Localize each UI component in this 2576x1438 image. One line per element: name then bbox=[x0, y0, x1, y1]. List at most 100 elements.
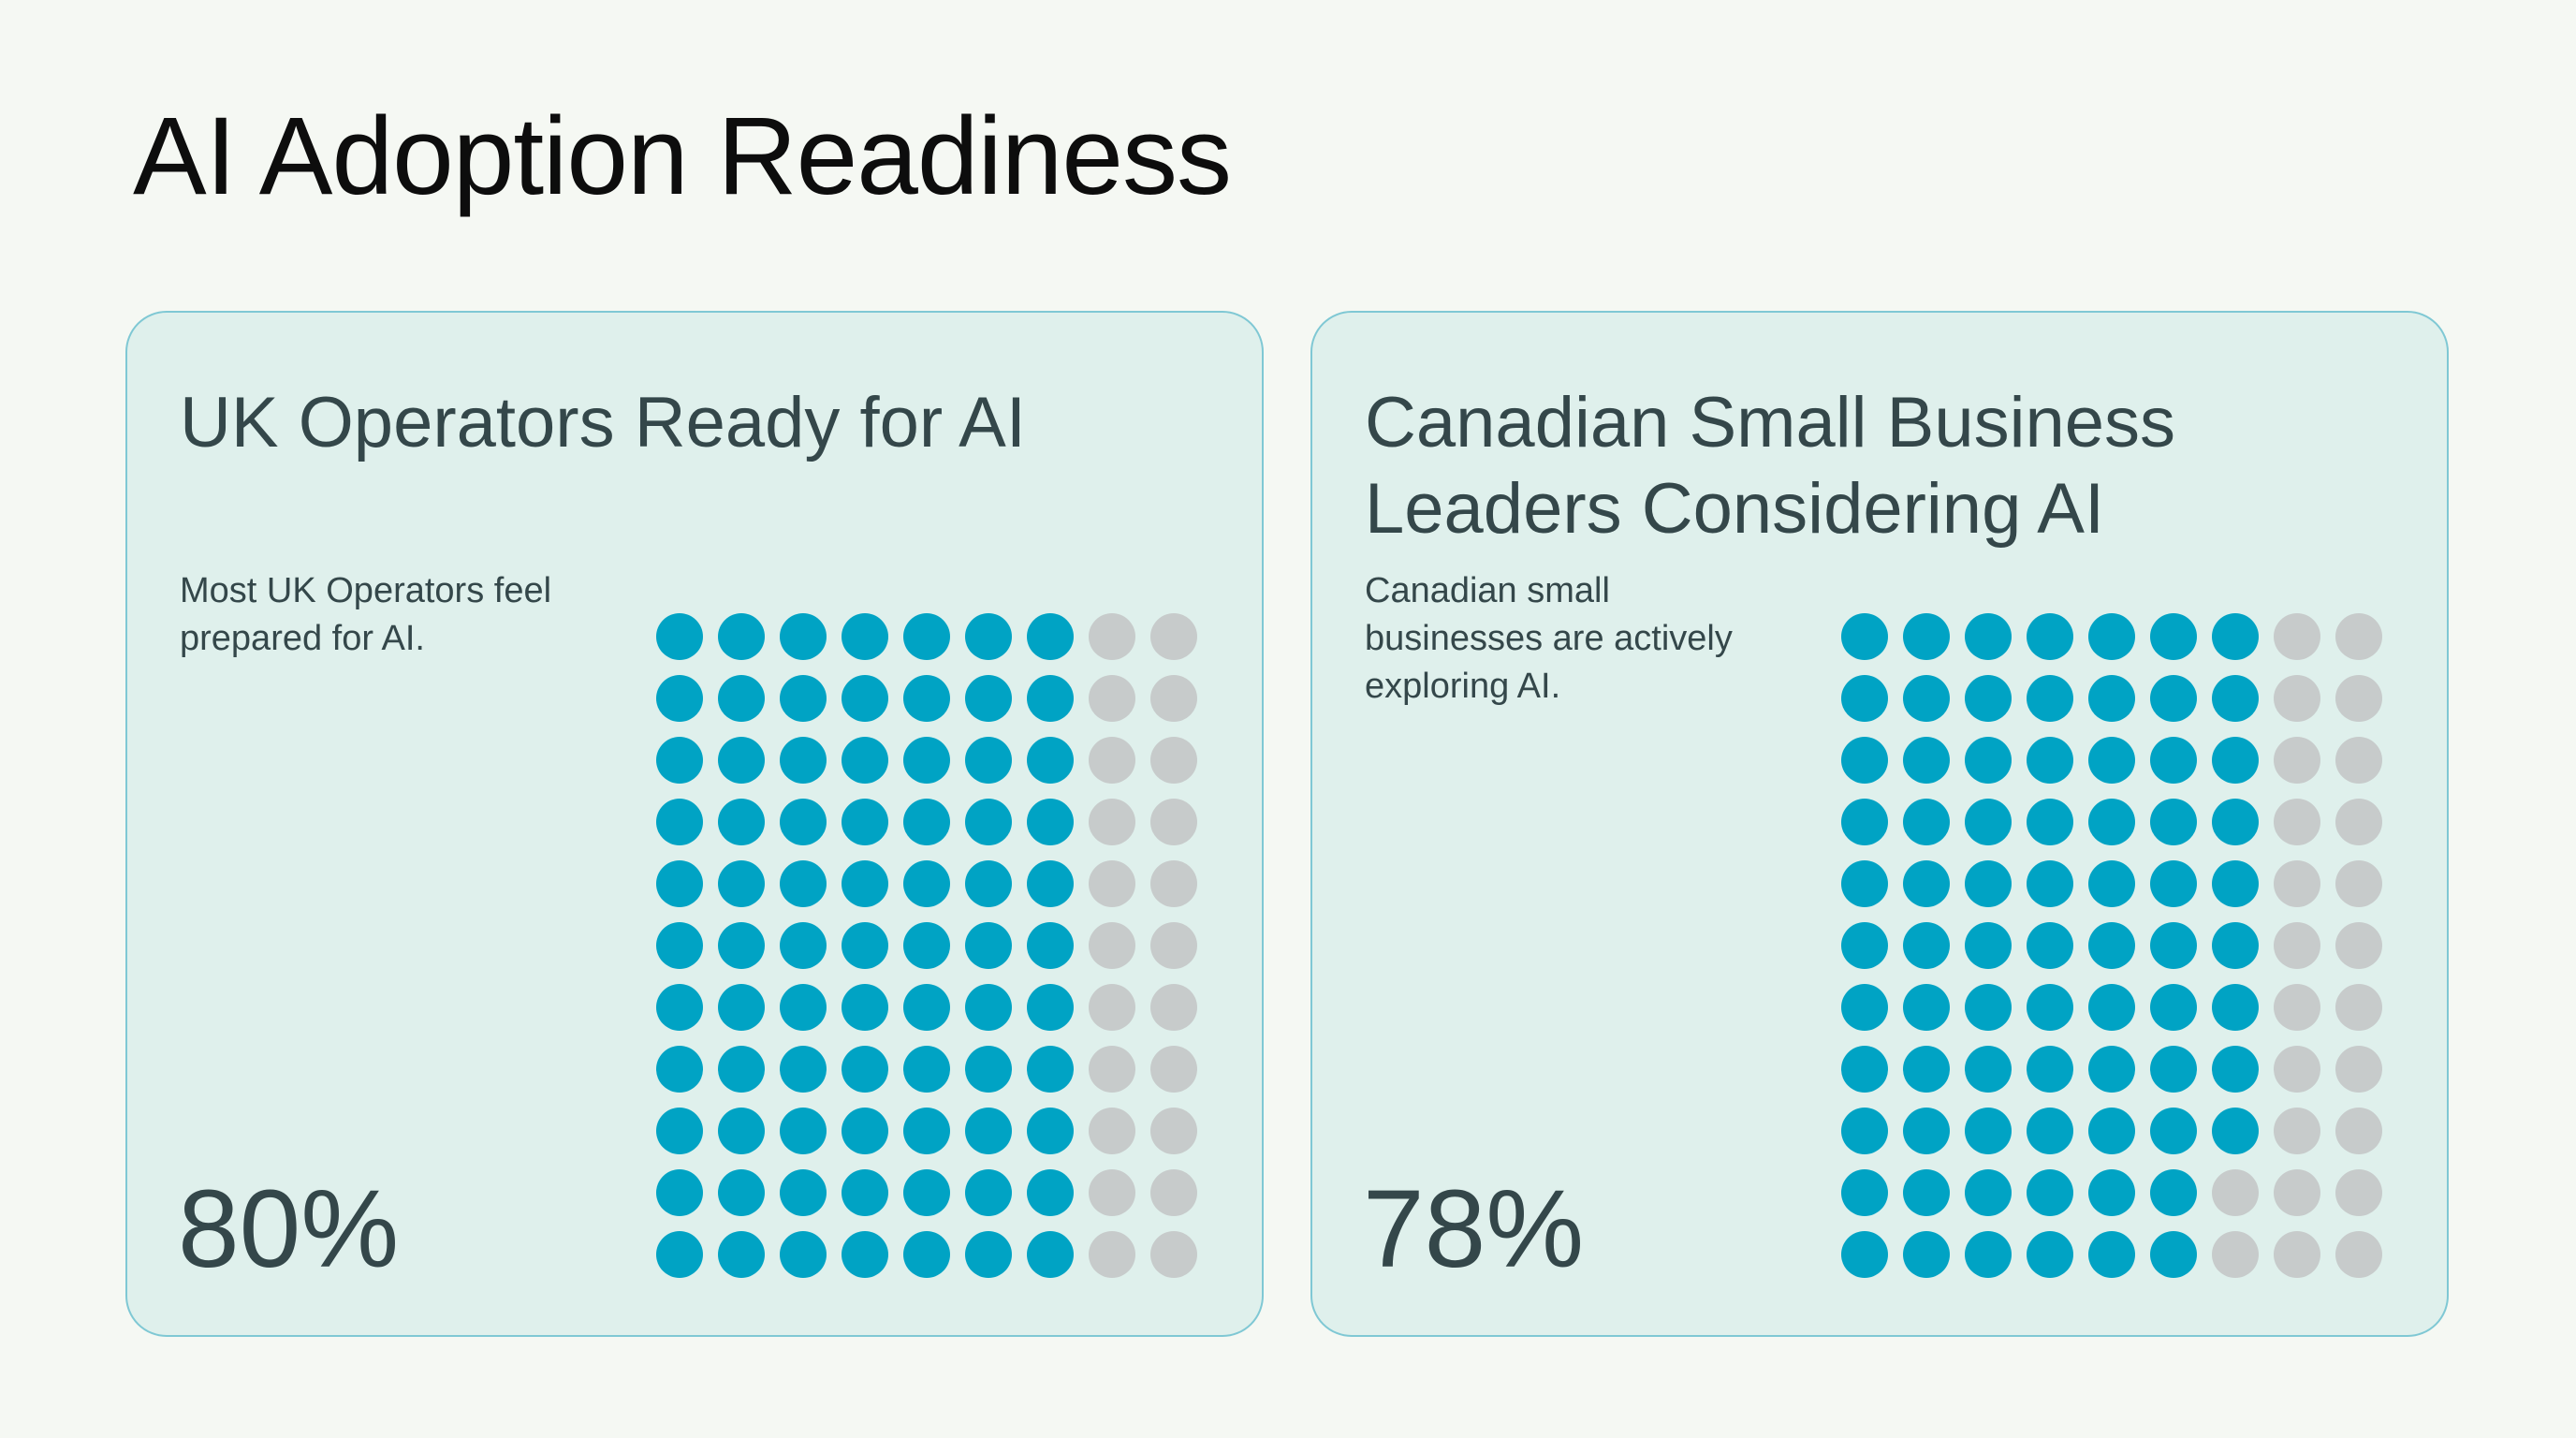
waffle-dot-filled bbox=[1903, 984, 1950, 1031]
waffle-dot-filled bbox=[656, 984, 703, 1031]
waffle-dot-filled bbox=[780, 1231, 827, 1278]
waffle-dot-filled bbox=[965, 613, 1012, 660]
waffle-dot-empty bbox=[1089, 922, 1135, 969]
waffle-dot-filled bbox=[2150, 984, 2197, 1031]
waffle-dot-filled bbox=[842, 1169, 888, 1216]
waffle-dot-filled bbox=[842, 984, 888, 1031]
waffle-dot-filled bbox=[2212, 922, 2259, 969]
waffle-dot-empty bbox=[1089, 613, 1135, 660]
card-title: Canadian Small Business Leaders Consider… bbox=[1365, 383, 2176, 549]
waffle-dot-empty bbox=[2335, 1108, 2382, 1154]
waffle-dot-filled bbox=[842, 1046, 888, 1093]
waffle-dot-filled bbox=[2088, 613, 2135, 660]
waffle-dot-filled bbox=[965, 984, 1012, 1031]
waffle-dot-filled bbox=[1841, 1108, 1888, 1154]
waffle-dot-empty bbox=[1150, 1231, 1197, 1278]
waffle-dot-filled bbox=[780, 675, 827, 722]
waffle-dot-filled bbox=[1965, 737, 2012, 784]
waffle-dot-filled bbox=[2088, 737, 2135, 784]
waffle-dot-filled bbox=[2150, 1108, 2197, 1154]
waffle-dot-filled bbox=[1903, 799, 1950, 845]
waffle-dot-filled bbox=[1841, 613, 1888, 660]
waffle-dot-empty bbox=[2335, 922, 2382, 969]
waffle-dot-filled bbox=[656, 1231, 703, 1278]
waffle-dot-empty bbox=[2335, 860, 2382, 907]
waffle-dot-filled bbox=[2212, 737, 2259, 784]
waffle-dot-filled bbox=[1841, 922, 1888, 969]
waffle-dot-filled bbox=[2150, 613, 2197, 660]
waffle-dot-filled bbox=[780, 799, 827, 845]
waffle-dot-filled bbox=[2088, 1169, 2135, 1216]
waffle-dot-filled bbox=[718, 737, 765, 784]
waffle-dot-filled bbox=[656, 613, 703, 660]
waffle-dot-filled bbox=[842, 1231, 888, 1278]
waffle-dot-filled bbox=[903, 860, 950, 907]
waffle-dot-filled bbox=[1027, 1046, 1074, 1093]
waffle-dot-filled bbox=[903, 1046, 950, 1093]
waffle-dot-filled bbox=[2212, 860, 2259, 907]
waffle-dot-empty bbox=[2335, 1046, 2382, 1093]
page-title: AI Adoption Readiness bbox=[133, 95, 1232, 218]
waffle-dot-filled bbox=[780, 984, 827, 1031]
waffle-dot-empty bbox=[2335, 984, 2382, 1031]
waffle-dot-empty bbox=[2274, 1169, 2320, 1216]
waffle-dot-filled bbox=[1027, 799, 1074, 845]
waffle-dot-filled bbox=[1965, 922, 2012, 969]
card-canadian-small-business: Canadian Small Business Leaders Consider… bbox=[1310, 311, 2449, 1337]
waffle-dot-filled bbox=[903, 922, 950, 969]
waffle-dot-empty bbox=[1150, 860, 1197, 907]
waffle-dot-filled bbox=[718, 613, 765, 660]
waffle-dot-empty bbox=[2274, 675, 2320, 722]
waffle-dot-filled bbox=[903, 675, 950, 722]
card-description: Canadian small businesses are actively e… bbox=[1365, 571, 1733, 706]
waffle-dot-filled bbox=[903, 1231, 950, 1278]
waffle-dot-filled bbox=[718, 984, 765, 1031]
waffle-dot-empty bbox=[2274, 1046, 2320, 1093]
waffle-dot-empty bbox=[1150, 1108, 1197, 1154]
waffle-dot-filled bbox=[2212, 984, 2259, 1031]
waffle-dot-empty bbox=[2274, 1108, 2320, 1154]
waffle-dot-filled bbox=[903, 1169, 950, 1216]
waffle-dot-filled bbox=[2150, 1231, 2197, 1278]
waffle-dot-filled bbox=[2212, 675, 2259, 722]
waffle-dot-filled bbox=[2212, 613, 2259, 660]
waffle-dot-filled bbox=[2088, 1108, 2135, 1154]
waffle-dot-filled bbox=[2088, 860, 2135, 907]
waffle-dot-filled bbox=[718, 1046, 765, 1093]
waffle-dot-filled bbox=[1027, 1108, 1074, 1154]
waffle-dot-filled bbox=[1841, 675, 1888, 722]
waffle-dot-filled bbox=[1027, 922, 1074, 969]
waffle-dot-filled bbox=[2150, 799, 2197, 845]
waffle-dot-filled bbox=[2150, 922, 2197, 969]
waffle-dot-filled bbox=[656, 799, 703, 845]
waffle-dot-filled bbox=[1027, 860, 1074, 907]
waffle-dot-empty bbox=[1089, 1108, 1135, 1154]
waffle-dot-filled bbox=[2027, 1046, 2073, 1093]
card-percentage: 80% bbox=[178, 1167, 400, 1291]
waffle-dot-filled bbox=[965, 799, 1012, 845]
waffle-dot-filled bbox=[1903, 1169, 1950, 1216]
waffle-dot-filled bbox=[1965, 1231, 2012, 1278]
waffle-dot-filled bbox=[842, 1108, 888, 1154]
waffle-dot-filled bbox=[1841, 1231, 1888, 1278]
waffle-dot-empty bbox=[1150, 922, 1197, 969]
waffle-dot-filled bbox=[1965, 1108, 2012, 1154]
waffle-dot-filled bbox=[2150, 675, 2197, 722]
waffle-dot-filled bbox=[1965, 1169, 2012, 1216]
waffle-dot-filled bbox=[718, 1231, 765, 1278]
waffle-dot-filled bbox=[718, 1169, 765, 1216]
waffle-dot-filled bbox=[780, 922, 827, 969]
waffle-dot-empty bbox=[1150, 675, 1197, 722]
waffle-dot-empty bbox=[1089, 675, 1135, 722]
waffle-dot-filled bbox=[1965, 984, 2012, 1031]
waffle-dot-filled bbox=[842, 799, 888, 845]
waffle-dot-empty bbox=[2274, 613, 2320, 660]
waffle-dot-filled bbox=[965, 1046, 1012, 1093]
waffle-dot-empty bbox=[1150, 1169, 1197, 1216]
waffle-dot-filled bbox=[1027, 613, 1074, 660]
waffle-dot-empty bbox=[2335, 737, 2382, 784]
waffle-dot-filled bbox=[1965, 675, 2012, 722]
waffle-dot-empty bbox=[2274, 860, 2320, 907]
waffle-dot-filled bbox=[718, 675, 765, 722]
waffle-dot-empty bbox=[1150, 737, 1197, 784]
